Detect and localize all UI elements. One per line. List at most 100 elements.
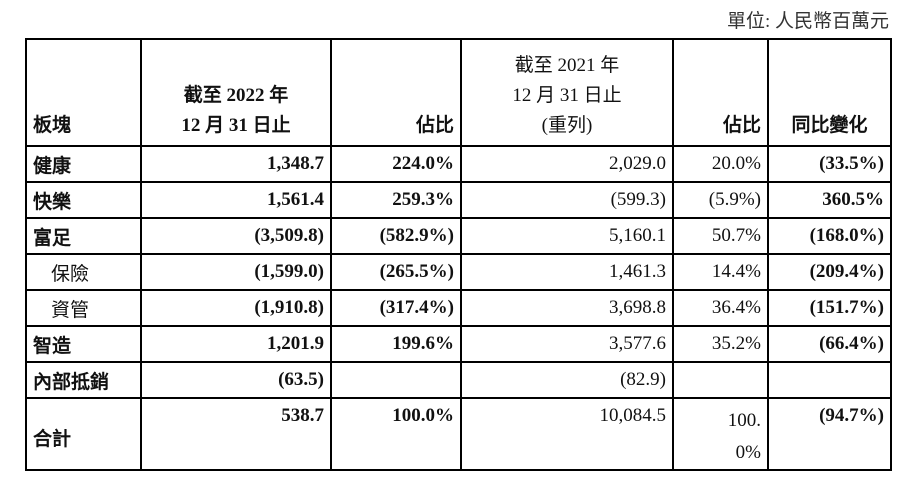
cell: (5.9%)	[672, 181, 769, 219]
header-line: 佔比	[415, 115, 454, 136]
cell: 100.0%	[330, 397, 462, 471]
header-line: 同比變化	[791, 115, 868, 136]
table-row: 內部抵銷 (63.5) (82.9)	[25, 361, 892, 399]
cell-text: 224.0%	[392, 153, 454, 174]
cell-text: 360.5%	[822, 189, 884, 210]
table-row: 富足 (3,509.8) (582.9%) 5,160.1 50.7% (168.0%)	[25, 217, 892, 255]
table-row: 資管 (1,910.8) (317.4%) 3,698.8 36.4% (151.7%)	[25, 289, 892, 327]
cell-text: 5,160.1	[609, 225, 666, 246]
cell-text: 資管	[51, 299, 90, 321]
cell: 3,577.6	[460, 325, 674, 363]
cell: (317.4%)	[330, 289, 462, 327]
cell-text: 20.0%	[711, 153, 761, 174]
header-cell: 截至 2021 年 12 月 31 日止 (重列)	[460, 38, 674, 147]
table-row: 智造 1,201.9 199.6% 3,577.6 35.2% (66.4%)	[25, 325, 892, 363]
cell-text: 10,084.5	[599, 405, 667, 426]
unit-note: 單位: 人民幣百萬元	[726, 11, 889, 32]
cell-text: (265.5%)	[379, 261, 454, 282]
header-line: (重列)	[541, 115, 593, 136]
cell-text: 1,201.9	[267, 333, 324, 354]
cell-text: 內部抵銷	[33, 371, 110, 393]
cell: (82.9)	[460, 361, 674, 399]
cell-text: (63.5)	[278, 369, 324, 390]
row-label: 健康	[25, 145, 142, 183]
table-row: 健康 1,348.7 224.0% 2,029.0 20.0% (33.5%)	[25, 145, 892, 183]
cell-text: 259.3%	[392, 189, 454, 210]
cell: (265.5%)	[330, 253, 462, 291]
segment-table: 板塊 截至 2022 年 12 月 31 日止 佔比 截至 2021 年 12 月 31 …	[25, 38, 892, 471]
cell-text: (209.4%)	[809, 261, 884, 282]
cell-text: 199.6%	[392, 333, 454, 354]
cell: 1,461.3	[460, 253, 674, 291]
cell-text: 健康	[33, 155, 72, 177]
cell: 199.6%	[330, 325, 462, 363]
cell: 224.0%	[330, 145, 462, 183]
cell-text: (582.9%)	[379, 225, 454, 246]
cell: 5,160.1	[460, 217, 674, 255]
cell-text: 14.4%	[711, 261, 761, 282]
cell-text: (66.4%)	[819, 333, 884, 354]
cell-text: (599.3)	[610, 189, 666, 210]
row-label: 保險	[25, 253, 142, 291]
cell-text: (5.9%)	[708, 189, 761, 210]
cell-text: (1,599.0)	[254, 261, 324, 282]
cell	[330, 361, 462, 399]
cell: 100.0%	[672, 397, 769, 471]
header-row: 板塊 截至 2022 年 12 月 31 日止 佔比 截至 2021 年 12 月 31 …	[25, 38, 892, 147]
row-label: 快樂	[25, 181, 142, 219]
cell: 14.4%	[672, 253, 769, 291]
header-cell: 截至 2022 年 12 月 31 日止	[140, 38, 332, 147]
cell: 36.4%	[672, 289, 769, 327]
header-line: 截至 2022 年	[183, 85, 289, 106]
cell: (168.0%)	[767, 217, 892, 255]
cell: 1,561.4	[140, 181, 332, 219]
cell: (63.5)	[140, 361, 332, 399]
cell: (1,599.0)	[140, 253, 332, 291]
cell: 360.5%	[767, 181, 892, 219]
cell: 20.0%	[672, 145, 769, 183]
cell	[672, 361, 769, 399]
cell: 10,084.5	[460, 397, 674, 471]
row-label: 資管	[25, 289, 142, 327]
table-row: 合計 538.7 100.0% 10,084.5 100.0% (94.7%)	[25, 397, 892, 471]
cell: 259.3%	[330, 181, 462, 219]
cell-text: 2,029.0	[609, 153, 666, 174]
header-line: 截至 2021 年	[514, 55, 620, 76]
header-cell: 佔比	[672, 38, 769, 147]
cell-text: 538.7	[281, 405, 324, 426]
row-label: 內部抵銷	[25, 361, 142, 399]
cell: 3,698.8	[460, 289, 674, 327]
cell: (151.7%)	[767, 289, 892, 327]
cell-text: 35.2%	[711, 333, 761, 354]
cell-text: 合計	[33, 428, 72, 450]
header-line: 12 月 31 日止	[512, 85, 622, 106]
header-cell: 板塊	[25, 38, 142, 147]
cell-text: 100.0%	[392, 405, 454, 426]
cell: (3,509.8)	[140, 217, 332, 255]
table-row: 快樂 1,561.4 259.3% (599.3) (5.9%) 360.5%	[25, 181, 892, 219]
cell-text: 100.0%	[727, 410, 761, 463]
cell-text: (33.5%)	[819, 153, 884, 174]
cell-text: 3,577.6	[609, 333, 666, 354]
cell-text: (317.4%)	[379, 297, 454, 318]
cell: 35.2%	[672, 325, 769, 363]
header-line: 12 月 31 日止	[181, 115, 291, 136]
cell-text: 1,561.4	[267, 189, 324, 210]
header-cell: 同比變化	[767, 38, 892, 147]
cell-text: 1,461.3	[609, 261, 666, 282]
cell: 50.7%	[672, 217, 769, 255]
table-row: 保險 (1,599.0) (265.5%) 1,461.3 14.4% (209.4%)	[25, 253, 892, 291]
cell-text: (82.9)	[620, 369, 666, 390]
cell-text: (94.7%)	[819, 405, 884, 426]
cell-text: 3,698.8	[609, 297, 666, 318]
cell-text: 36.4%	[711, 297, 761, 318]
row-label: 合計	[25, 397, 142, 471]
header-cell: 佔比	[330, 38, 462, 147]
cell: (209.4%)	[767, 253, 892, 291]
cell: (33.5%)	[767, 145, 892, 183]
cell-text: (3,509.8)	[254, 225, 324, 246]
cell: (599.3)	[460, 181, 674, 219]
cell-text: (1,910.8)	[254, 297, 324, 318]
header-line: 佔比	[722, 115, 761, 136]
row-label: 富足	[25, 217, 142, 255]
